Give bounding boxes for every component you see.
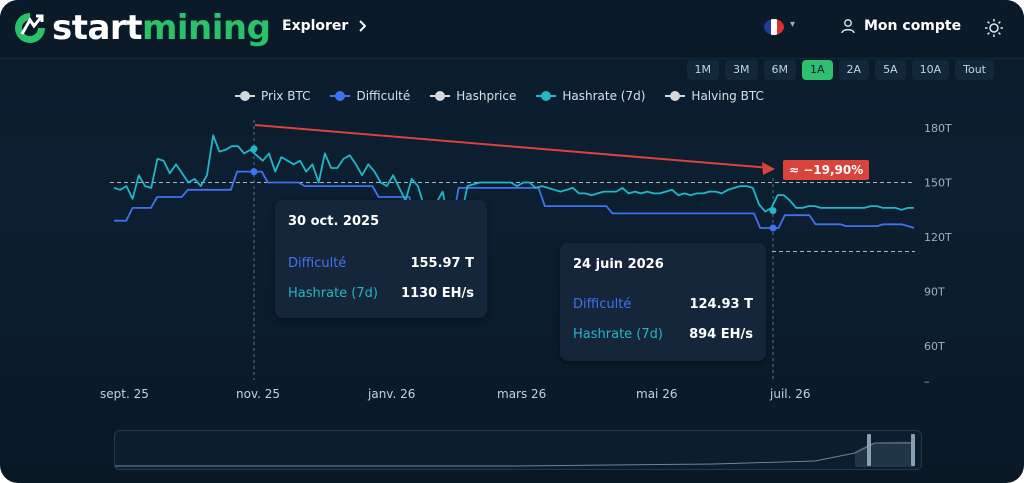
tooltip-end-hashrate-label: Hashrate (7d) [573, 327, 663, 342]
explorer-label: Explorer [282, 18, 349, 34]
range-button-6m[interactable]: 6M [763, 60, 796, 80]
tooltip-start-difficulty-row: Difficulté 155.97 T [288, 256, 474, 271]
legend-item[interactable]: Hashprice [430, 89, 516, 103]
brand-logo-icon [15, 13, 45, 43]
time-range-selector: 1M 3M 6M 1A 2A 5A 10A Tout [686, 60, 994, 80]
y-tick-label: 90T [924, 286, 945, 299]
brand-name-part1: start [52, 8, 142, 48]
tooltip-end-hashrate-value: 894 EH/s [689, 327, 753, 342]
theme-toggle-sun-icon[interactable] [984, 18, 1004, 38]
y-tick-label: – [924, 375, 930, 388]
legend-item[interactable]: Difficulté [330, 89, 410, 103]
legend-marker-icon [665, 91, 686, 101]
tooltip-end-hashrate-row: Hashrate (7d) 894 EH/s [573, 327, 753, 342]
legend-marker-icon [536, 91, 557, 101]
range-button-5a[interactable]: 5A [875, 60, 906, 80]
tooltip-start-difficulty-value: 155.97 T [410, 256, 474, 271]
legend-label: Halving BTC [691, 89, 764, 103]
y-tick-label: 150T [924, 177, 952, 190]
trend-arrow-line [254, 124, 771, 169]
legend-item[interactable]: Hashrate (7d) [536, 89, 645, 103]
account-menu[interactable]: Mon compte [840, 18, 961, 34]
y-tick-label: 60T [924, 340, 945, 353]
tooltip-end-difficulty-label: Difficulté [573, 297, 632, 312]
series-line-hashrate-7d- [113, 134, 914, 229]
brand-name: startmining [52, 8, 271, 48]
point-marker-hashrate-start [250, 145, 258, 153]
tooltip-start: 30 oct. 2025 Difficulté 155.97 T Hashrat… [275, 200, 487, 318]
x-tick-label: nov. 25 [236, 387, 280, 401]
series-line-difficult- [114, 170, 915, 229]
point-marker-difficulty-end [769, 224, 777, 232]
y-tick-label: 120T [924, 231, 952, 244]
legend-marker-icon [235, 91, 255, 101]
x-tick-label: mai 26 [636, 387, 677, 401]
chevron-right-icon [359, 20, 367, 32]
legend-marker-icon [430, 91, 451, 101]
tooltip-start-difficulty-label: Difficulté [288, 256, 347, 271]
x-tick-label: mars 26 [497, 387, 546, 401]
top-navigation-bar: startmining Explorer ▾ Mon compte [0, 0, 1024, 59]
tooltip-start-hashrate-value: 1130 EH/s [401, 286, 474, 301]
legend-item[interactable]: Prix BTC [235, 89, 310, 103]
tooltip-end-difficulty-row: Difficulté 124.93 T [573, 297, 753, 312]
chart-legend: Prix BTC Difficulté Hashprice Hashrate (7d)… [235, 89, 764, 103]
language-flag-icon[interactable] [764, 19, 784, 35]
tooltip-end-difficulty-value: 124.93 T [689, 297, 753, 312]
legend-marker-icon [330, 91, 351, 101]
x-tick-label: janv. 26 [367, 387, 415, 401]
range-button-1a[interactable]: 1A [802, 60, 833, 80]
range-button-2a[interactable]: 2A [838, 60, 870, 80]
navigator-handle-right[interactable] [911, 434, 915, 466]
account-label: Mon compte [864, 18, 962, 34]
range-navigator-preview [115, 434, 915, 467]
legend-label: Prix BTC [261, 89, 311, 103]
legend-label: Difficulté [356, 89, 411, 103]
tooltip-end-date: 24 juin 2026 [573, 257, 664, 272]
user-icon [841, 19, 855, 34]
point-marker-difficulty-start [250, 168, 258, 176]
trend-arrowhead-icon [762, 162, 775, 175]
trend-change-badge: ≈ −19,90% [783, 160, 870, 180]
legend-item[interactable]: Halving BTC [665, 89, 764, 103]
brand-name-part2: mining [141, 8, 271, 48]
tooltip-start-hashrate-label: Hashrate (7d) [288, 286, 378, 301]
tooltip-end: 24 juin 2026 Difficulté 124.93 T Hashrat… [560, 243, 766, 361]
explorer-menu[interactable]: Explorer [282, 18, 367, 34]
chevron-down-icon[interactable]: ▾ [790, 19, 796, 30]
range-button-tout[interactable]: Tout [955, 60, 994, 80]
tooltip-start-hashrate-row: Hashrate (7d) 1130 EH/s [288, 286, 474, 301]
navigator-handle-left[interactable] [867, 434, 871, 466]
range-button-3m[interactable]: 3M [725, 60, 758, 80]
range-button-1m[interactable]: 1M [686, 60, 719, 80]
tooltip-start-date: 30 oct. 2025 [288, 214, 380, 229]
legend-label: Hashprice [456, 89, 517, 103]
range-button-10a[interactable]: 10A [911, 60, 950, 80]
range-navigator[interactable] [114, 430, 922, 470]
x-tick-label: sept. 25 [100, 387, 149, 401]
legend-label: Hashrate (7d) [562, 89, 646, 103]
brand-logo[interactable]: startmining [12, 6, 271, 50]
x-tick-label: juil. 26 [769, 387, 811, 401]
point-marker-hashrate-end [769, 207, 777, 215]
y-tick-label: 180T [924, 122, 952, 135]
